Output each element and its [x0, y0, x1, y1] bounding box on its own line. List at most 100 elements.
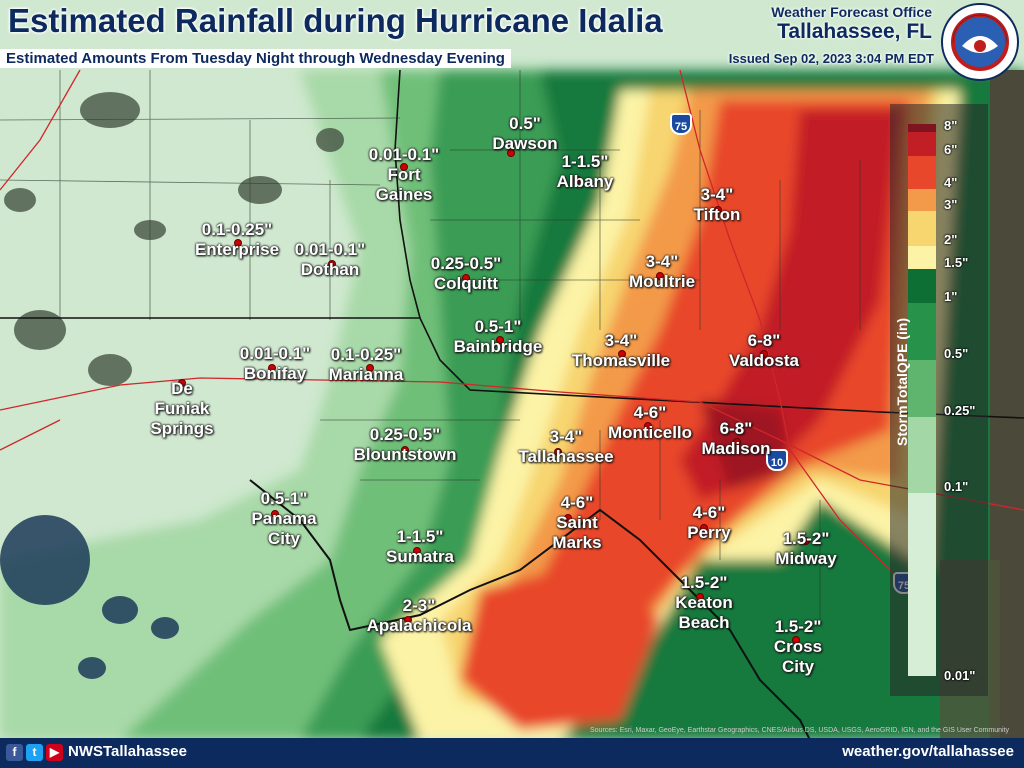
city-name: Perry [687, 523, 731, 542]
office-name: Weather Forecast Office Tallahassee, FL [771, 4, 932, 44]
city-name: Marianna [328, 365, 404, 384]
legend-label: 0.1" [944, 479, 969, 494]
location-marker [271, 510, 279, 518]
location-label: 0.1-0.25" Marianna [329, 345, 404, 385]
city-name: Apalachicola [366, 616, 472, 635]
rainfall-amount: 0.01-0.1" [294, 240, 366, 259]
location-marker [700, 524, 708, 532]
legend-label: 8" [944, 118, 958, 133]
header: Estimated Rainfall during Hurricane Idal… [0, 0, 1024, 81]
rainfall-amount: 2-3" [402, 596, 436, 615]
city-name: Enterprise [194, 240, 280, 259]
city-name: Moultrie [628, 272, 696, 291]
location-label: 3-4" Tifton [694, 185, 741, 225]
location-label: 0.5-1" Bainbridge [454, 317, 543, 357]
location-label: 6-8" Valdosta [729, 331, 799, 371]
youtube-icon[interactable]: ▶ [46, 744, 63, 761]
website-link[interactable]: weather.gov/tallahassee [842, 743, 1014, 760]
rainfall-amount: 1.5-2" [782, 529, 830, 548]
legend-label: 3" [944, 197, 958, 212]
legend-swatch [908, 211, 936, 246]
city-name: De Funiak Springs [150, 379, 214, 438]
city-name: Dothan [300, 260, 360, 279]
legend-swatch [908, 189, 936, 211]
location-label: 0.01-0.1" Fort Gaines [369, 145, 439, 205]
legend-swatch [908, 246, 936, 269]
rainfall-amount: 6-8" [747, 331, 781, 350]
rainfall-amount: 4-6" [633, 403, 667, 422]
location-marker [366, 364, 374, 372]
location-label: 0.01-0.1" Bonifay [240, 344, 310, 384]
location-marker [400, 163, 408, 171]
social-handle[interactable]: NWSTallahassee [68, 743, 187, 760]
location-label: 0.01-0.1" Dothan [295, 240, 365, 280]
location-label: 3-4" Thomasville [572, 331, 670, 371]
rainfall-amount: 3-4" [604, 331, 638, 350]
location-label: 0.1-0.25" Enterprise [195, 220, 279, 260]
legend-swatch [908, 493, 936, 676]
legend-swatch [908, 360, 936, 417]
location-label: 4-6" Saint Marks [552, 493, 601, 553]
location-marker [656, 272, 664, 280]
location-label: 0.25-0.5" Blountstown [354, 425, 457, 465]
rainfall-amount: 0.5-1" [474, 317, 522, 336]
rainfall-amount: 4-6" [692, 503, 726, 522]
rainfall-amount: 0.01-0.1" [368, 145, 440, 164]
city-name: Thomasville [571, 351, 671, 370]
location-marker [618, 350, 626, 358]
city-name: Cross City [773, 637, 823, 676]
location-marker [496, 336, 504, 344]
location-marker [401, 446, 409, 454]
legend-swatch [908, 269, 936, 303]
location-marker [696, 593, 704, 601]
nws-logo-icon [941, 3, 1019, 81]
location-marker [404, 616, 412, 624]
city-name: Albany [556, 172, 614, 191]
city-name: Bonifay [243, 364, 307, 383]
city-name: Saint Marks [552, 513, 602, 552]
location-marker [760, 350, 768, 358]
legend-swatch [908, 132, 936, 156]
city-name: Madison [701, 439, 771, 458]
location-label: 2-3" Apalachicola [367, 596, 472, 636]
location-label: 1-1.5" Albany [557, 152, 614, 192]
city-name: Dawson [492, 134, 558, 153]
office-line2: Tallahassee, FL [777, 20, 932, 43]
legend-label: 6" [944, 142, 958, 157]
legend-swatch [908, 156, 936, 189]
location-marker [733, 438, 741, 446]
city-name: Blountstown [353, 445, 457, 464]
city-name: Tifton [693, 205, 741, 224]
location-marker [234, 239, 242, 247]
rainfall-amount: 3-4" [700, 185, 734, 204]
location-label: 0.5-1" Panama City [251, 489, 316, 549]
issued-time: Issued Sep 02, 2023 3:04 PM EDT [728, 51, 934, 66]
legend-color-bar [908, 124, 936, 676]
rainfall-amount: 3-4" [549, 427, 583, 446]
rainfall-amount: 1.5-2" [680, 573, 728, 592]
location-marker [462, 274, 470, 282]
rainfall-amount: 0.5-1" [260, 489, 308, 508]
location-marker [802, 537, 810, 545]
rainfall-amount: 4-6" [560, 493, 594, 512]
twitter-icon[interactable]: t [26, 744, 43, 761]
interstate-shield: 10 [766, 449, 788, 471]
social-icons: f t ▶ [6, 744, 63, 761]
city-name: Sumatra [385, 547, 455, 566]
location-label: 1.5-2" Keaton Beach [675, 573, 733, 633]
location-marker [574, 176, 582, 184]
rainfall-amount: 0.25-0.5" [430, 254, 502, 273]
location-marker [268, 364, 276, 372]
rainfall-amount: 1.5-2" [774, 617, 822, 636]
map-attribution: Sources: Esri, Maxar, GeoEye, Earthstar … [590, 727, 1009, 734]
city-name: Midway [775, 549, 837, 568]
legend-title: StormTotalQPE (in) [894, 317, 910, 446]
facebook-icon[interactable]: f [6, 744, 23, 761]
legend-swatch [908, 417, 936, 493]
city-name: Panama City [251, 509, 317, 548]
city-name: Tallahassee [518, 447, 614, 466]
legend-panel [890, 104, 988, 696]
location-label: 0.5" Dawson [492, 114, 557, 154]
legend-swatch [908, 303, 936, 360]
rainfall-amount: 6-8" [719, 419, 753, 438]
